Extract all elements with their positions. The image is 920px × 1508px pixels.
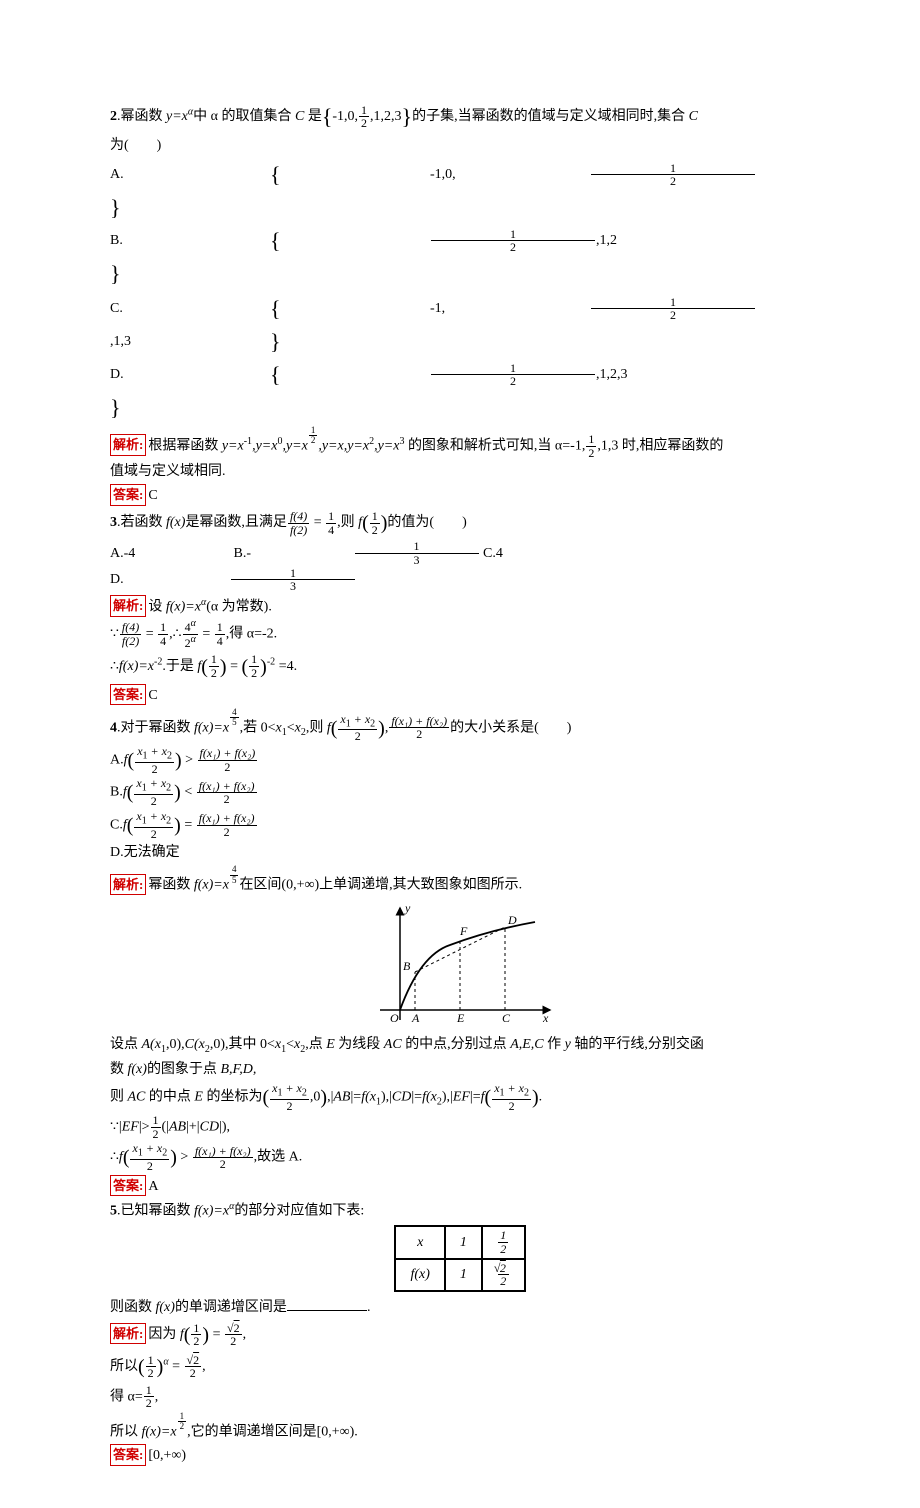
svg-text:y: y xyxy=(404,901,411,915)
q2-analysis-2: 值域与定义域相同. xyxy=(110,461,810,482)
answer-label: 答案: xyxy=(110,484,146,506)
table-cell: 1 xyxy=(445,1226,482,1258)
q5-stem: 5.已知幂函数 f(x)=xα的部分对应值如下表: xyxy=(110,1199,810,1222)
q2-analysis: 解析:根据幂函数 y=x-1,y=x0,y=x12,y=x,y=x2,y=x3 … xyxy=(110,426,810,459)
q4-stem: 4.对于幂函数 f(x)=x45,若 0<x1<x2,则 f(x1 + x22)… xyxy=(110,708,810,743)
answer-label: 答案: xyxy=(110,1175,146,1197)
q2-optB: B.{12,1,2} xyxy=(110,224,810,290)
q5-analysis-4: 所以 f(x)=x12,它的单调递增区间是[0,+∞). xyxy=(110,1412,810,1442)
q2-num: 2 xyxy=(110,109,117,124)
q4-optA: A.f(x1 + x22) > f(x₁) + f(x₂)2 xyxy=(110,745,810,775)
q4-analysis-1: 解析:幂函数 f(x)=x45在区间(0,+∞)上单调递增,其大致图象如图所示. xyxy=(110,865,810,895)
q2-stem2: 为( ) xyxy=(110,135,810,156)
analysis-label: 解析: xyxy=(110,595,146,617)
q3-analysis-1: 解析:设 f(x)=xα(α 为常数). xyxy=(110,595,810,618)
q3-analysis-3: ∴f(x)=x-2.于是 f(12) = (12)-2 =4. xyxy=(110,652,810,682)
analysis-label: 解析: xyxy=(110,874,146,896)
q3-options: A.-4 B.-13 C.4 D.13 xyxy=(110,540,810,592)
q3-optC: C.4 xyxy=(483,543,603,564)
q4-analysis-5: ∵|EF|>12(|AB|+|CD|), xyxy=(110,1114,810,1140)
answer-label: 答案: xyxy=(110,1444,146,1466)
q5-stem-2: 则函数 f(x)的单调递增区间是. xyxy=(110,1296,810,1318)
q4-num: 4 xyxy=(110,720,117,735)
q4-analysis-6: ∴f(x1 + x22) > f(x₁) + f(x₂)2,故选 A. xyxy=(110,1142,810,1172)
q5-analysis-1: 解析:因为 f(12) = √22, xyxy=(110,1320,810,1350)
q2-options-1: A.{-1,0,12} B.{12,1,2} xyxy=(110,158,810,290)
q5-analysis-3: 得 α=12, xyxy=(110,1384,810,1410)
q4-answer: 答案:A xyxy=(110,1175,810,1197)
answer-label: 答案: xyxy=(110,684,146,706)
analysis-label: 解析: xyxy=(110,1323,146,1345)
svg-text:E: E xyxy=(456,1011,465,1025)
svg-text:B: B xyxy=(403,959,411,973)
q3-optA: A.-4 xyxy=(110,543,230,564)
svg-text:C: C xyxy=(502,1011,511,1025)
q4-figure: O A E C x y B F D xyxy=(110,900,810,1030)
q3-optB: B.-13 xyxy=(234,540,480,566)
q4-analysis-3: 数 f(x)的图象于点 B,F,D, xyxy=(110,1059,810,1080)
q2-options-2: C.{-1,12,1,3} D.{12,1,2,3} xyxy=(110,292,810,424)
q4-optD: D.无法确定 xyxy=(110,842,810,863)
q4-analysis-4: 则 AC 的中点 E 的坐标为(x1 + x22,0),|AB|=f(x1),|… xyxy=(110,1082,810,1112)
q2-optD: D.{12,1,2,3} xyxy=(110,358,810,424)
blank xyxy=(287,1296,367,1311)
q5-answer: 答案:[0,+∞) xyxy=(110,1444,810,1466)
analysis-label: 解析: xyxy=(110,434,146,456)
q2-stem: 2.幂函数 y=xα中 α 的取值集合 C 是{-1,0,12,1,2,3}的子… xyxy=(110,100,810,133)
q3-num: 3 xyxy=(110,515,117,530)
q2-answer: 答案:C xyxy=(110,484,810,506)
table-cell: f(x) xyxy=(395,1259,444,1291)
q5-table: x112 f(x)12√ 2 xyxy=(394,1225,525,1291)
svg-text:A: A xyxy=(411,1011,420,1025)
q5-analysis-2: 所以(12)α = √22, xyxy=(110,1352,810,1382)
q3-stem: 3.若函数 f(x)是幂函数,且满足f(4)f(2) = 14,则 f(12)的… xyxy=(110,508,810,538)
svg-text:D: D xyxy=(507,913,517,927)
q3-answer: 答案:C xyxy=(110,684,810,706)
q3-optD: D.13 xyxy=(110,567,356,593)
q5-num: 5 xyxy=(110,1203,117,1218)
q4-optC: C.f(x1 + x22) = f(x₁) + f(x₂)2 xyxy=(110,810,810,840)
table-cell: 2√ 2 xyxy=(482,1259,525,1291)
q2-optA: A.{-1,0,12} xyxy=(110,158,810,224)
q4-optB: B.f(x1 + x22) < f(x₁) + f(x₂)2 xyxy=(110,777,810,807)
q2-optC: C.{-1,12,1,3} xyxy=(110,292,810,358)
svg-text:F: F xyxy=(459,924,468,938)
q3-analysis-2: ∵f(4)f(2) = 14,∴4α2α = 14,得 α=-2. xyxy=(110,619,810,649)
q4-analysis-2: 设点 A(x1,0),C(x2,0),其中 0<x1<x2,点 E 为线段 AC… xyxy=(110,1034,810,1057)
table-cell: 12 xyxy=(482,1226,525,1258)
svg-text:x: x xyxy=(542,1011,549,1025)
table-cell: x xyxy=(395,1226,444,1258)
table-cell: 1 xyxy=(445,1259,482,1291)
svg-text:O: O xyxy=(390,1011,399,1025)
